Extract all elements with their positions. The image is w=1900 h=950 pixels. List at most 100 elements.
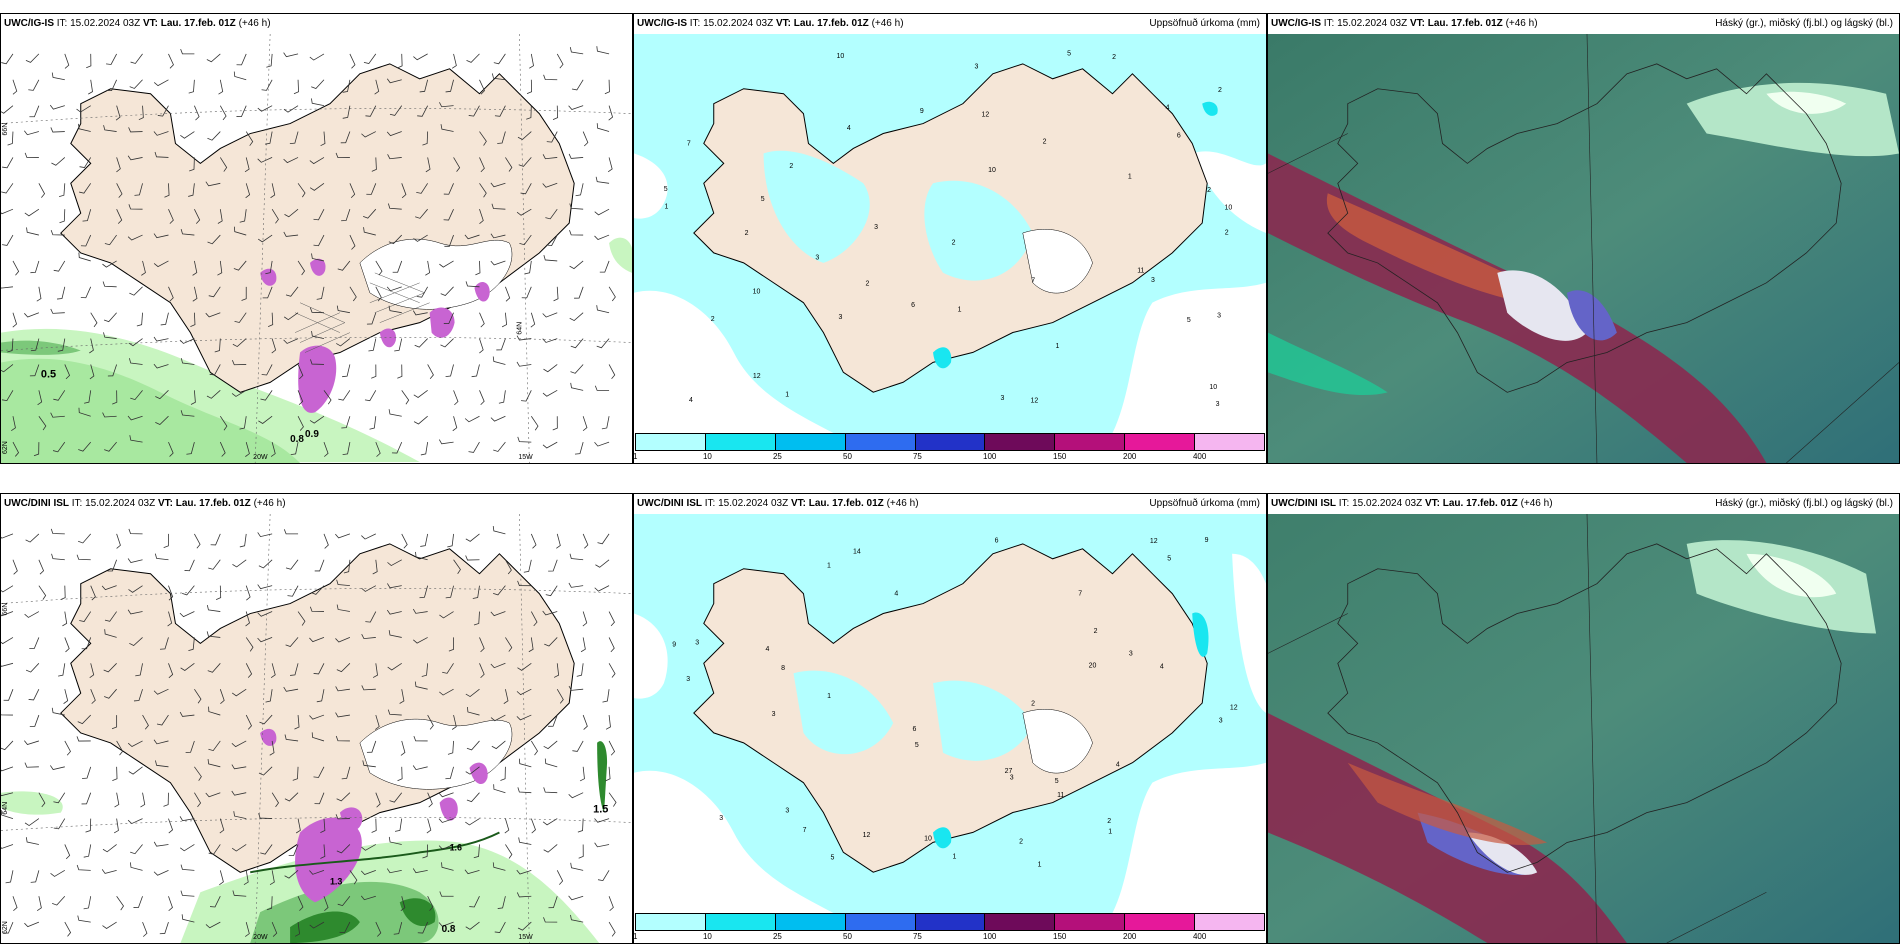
- wind-barb: [285, 559, 299, 570]
- precip-map[interactable]: 4 2 2 10 3 3 2 5 5 4 2 3 1 3 2 2 3 5 10 9 10 12 12 10 10 2 4 1 3 2 1 3 2…: [634, 34, 1266, 433]
- wind-barb: [596, 123, 610, 132]
- precip-map[interactable]: 1 1 3 4 3 2 3 1 5 7 3 9 6 27 20 12 3 5 4 4 2 3 5 1 2 2 3 8 1 4 11 9 7 12 1…: [634, 514, 1266, 913]
- wind-barb: [64, 844, 71, 860]
- wind-barb: [245, 183, 251, 199]
- wind-barb: [24, 740, 39, 745]
- wind-barb: [51, 72, 65, 81]
- wind-barb: [155, 415, 169, 425]
- wind-barb: [399, 689, 405, 704]
- wind-barb: [438, 792, 454, 798]
- precip-value-label: 4: [689, 397, 693, 404]
- wind-barb: [413, 390, 428, 398]
- wind-barb: [492, 862, 506, 871]
- wind-barb: [582, 611, 588, 627]
- init-time: 15.02.2024 03Z: [1337, 18, 1408, 29]
- wind-barb: [245, 663, 253, 678]
- precip-value-label: 4: [765, 646, 769, 653]
- wind-barb: [64, 364, 71, 380]
- wind-map[interactable]: 0.5 0.8 0.9 66N 64N 62N 20W 15W: [1, 34, 632, 463]
- wind-barb: [208, 740, 221, 752]
- wind-barb: [518, 157, 532, 167]
- wind-barb: [582, 416, 588, 432]
- colorbar-tick-label: 400: [1192, 932, 1207, 941]
- wind-barb: [546, 234, 558, 247]
- wind-barb: [521, 390, 532, 402]
- cloud-map[interactable]: [1268, 514, 1899, 943]
- wind-barb: [179, 338, 195, 344]
- wind-barb: [164, 183, 170, 198]
- wind-barb: [453, 390, 459, 406]
- wind-barb: [556, 533, 561, 549]
- wind-barb: [12, 312, 18, 328]
- wind-barb: [233, 226, 247, 236]
- wind-barb: [309, 714, 325, 720]
- wind-barb: [479, 157, 485, 173]
- wind-barb: [24, 208, 40, 217]
- wind-barb: [597, 870, 610, 882]
- wind-barb: [594, 385, 610, 391]
- wind-barb: [443, 183, 454, 195]
- wind-barb: [127, 609, 143, 615]
- wind-barb: [153, 260, 169, 268]
- wind-map[interactable]: 1.5 0.8 1.3 1.6 66N 64N 62N 20W 15W: [1, 514, 632, 943]
- wind-barb: [544, 637, 558, 647]
- wind-barb: [262, 286, 273, 299]
- wind-barb: [168, 818, 174, 834]
- precip-value-label: 7: [803, 827, 807, 834]
- precip-value-label: 4: [894, 590, 898, 597]
- wind-barb: [257, 105, 273, 112]
- wind-barb: [115, 105, 121, 121]
- wind-barb: [129, 435, 143, 443]
- wind-barb: [188, 637, 195, 652]
- wind-barb: [239, 209, 247, 223]
- wind-barb: [501, 312, 508, 328]
- wind-barb: [77, 714, 92, 725]
- wind-barb: [608, 286, 616, 302]
- cloud-map[interactable]: [1268, 34, 1899, 463]
- wind-barb: [85, 818, 92, 833]
- wind-barb: [60, 585, 66, 600]
- wind-barb: [82, 209, 92, 222]
- lon-label-15: 15W: [518, 454, 533, 461]
- wind-barb: [50, 412, 65, 418]
- precip-value-label: 2: [1019, 838, 1023, 845]
- wind-barb: [159, 637, 169, 650]
- wind-barb: [365, 611, 377, 623]
- wind-barb: [608, 921, 616, 937]
- wind-barb: [104, 688, 117, 699]
- wind-barb: [142, 714, 149, 730]
- wind-barb: [112, 390, 118, 405]
- wind-barb: [194, 105, 200, 121]
- wind-barb: [447, 533, 454, 548]
- wind-barb: [26, 227, 39, 236]
- wind-barb: [266, 53, 273, 68]
- wind-barb: [451, 714, 457, 730]
- wind-barb: [29, 105, 40, 118]
- wind-barb: [336, 604, 350, 612]
- precip-value-label: 2: [1112, 54, 1116, 61]
- wind-barb: [309, 157, 325, 165]
- wind-barb: [205, 921, 221, 929]
- wind-barb: [368, 338, 377, 352]
- wind-barb: [575, 183, 584, 197]
- wind-barb: [245, 441, 250, 457]
- wind-barb: [50, 127, 65, 133]
- wind-barb: [1, 844, 14, 849]
- wind-barb: [111, 715, 118, 730]
- wind-barb: [30, 338, 40, 352]
- wind-barb: [594, 234, 610, 241]
- colorbar-tick-label: 200: [1123, 932, 1137, 941]
- precip-value-label: 1: [665, 204, 669, 211]
- colorbar-tick-label: 100: [983, 932, 997, 941]
- wind-barb: [412, 310, 428, 316]
- wind-barb: [419, 79, 429, 93]
- wind-barb: [493, 585, 506, 596]
- wind-barb: [245, 714, 252, 730]
- wind-barb: [24, 130, 39, 136]
- wind-barb: [387, 583, 402, 589]
- wind-barb: [257, 532, 273, 538]
- wind-barb: [366, 183, 377, 195]
- wind-barb: [389, 792, 403, 803]
- precip-value-label: 2: [952, 239, 956, 246]
- lon-label-15: 15W: [518, 934, 533, 941]
